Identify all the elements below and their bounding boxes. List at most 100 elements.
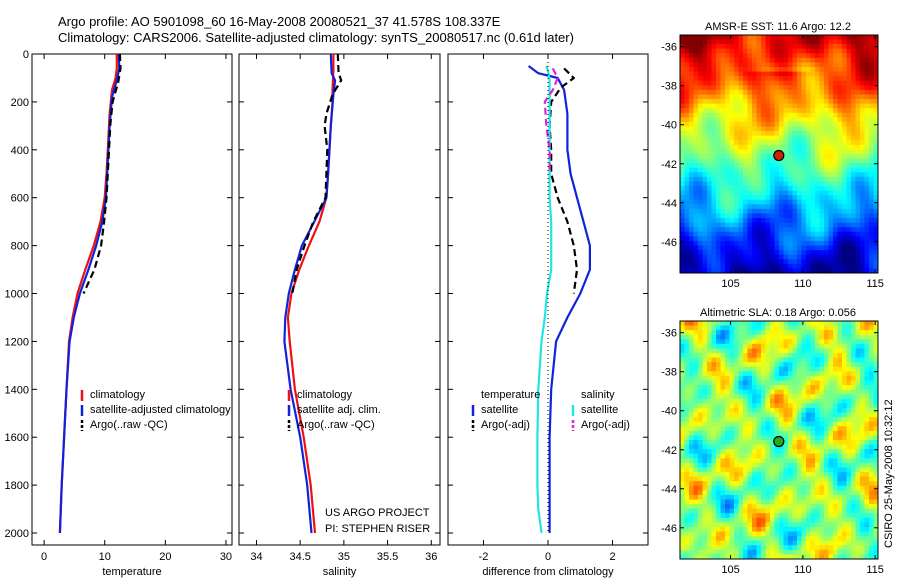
sla-map-cell xyxy=(806,426,811,432)
sst-map-cell xyxy=(693,218,699,224)
sla-map-cell xyxy=(864,430,870,436)
sla-map-cell xyxy=(716,417,721,423)
sst-map-cell xyxy=(761,208,766,214)
difference-legend-label: Argo(-adj) xyxy=(581,419,630,431)
sla-map-cell xyxy=(761,375,766,381)
sst-map-cell xyxy=(747,57,753,63)
sst-map-cell xyxy=(774,231,780,237)
sla-map-cell xyxy=(702,522,708,528)
sla-map-cell xyxy=(819,517,825,523)
sla-map-cell xyxy=(725,421,730,427)
sla-map-cell xyxy=(819,389,825,395)
sla-map-cell xyxy=(779,481,784,487)
sla-map-cell xyxy=(774,513,780,519)
sla-map-cell xyxy=(725,343,730,349)
sst-map-cell xyxy=(864,167,870,173)
sla-map-cell xyxy=(702,348,708,354)
sst-map-cell xyxy=(684,186,690,192)
sla-map-cell xyxy=(810,417,816,423)
sla-map-cell xyxy=(855,403,861,409)
sla-map-cell xyxy=(824,536,829,542)
sst-map-cell xyxy=(792,94,798,100)
sla-map-cell xyxy=(846,449,852,455)
sla-map-cell xyxy=(765,366,771,372)
sst-map-cell xyxy=(779,227,784,233)
sst-map-cell xyxy=(729,154,735,159)
sst-map-cell xyxy=(738,121,744,127)
sst-map-cell xyxy=(806,163,811,169)
sst-map-cell xyxy=(756,39,762,45)
sla-map-cell xyxy=(752,522,757,528)
sst-map-cell xyxy=(684,71,690,77)
sst-map-cell xyxy=(684,190,690,196)
sst-map-cell xyxy=(752,67,757,73)
sla-map-cell xyxy=(707,380,712,386)
sst-map-cell xyxy=(788,144,793,150)
sst-map-cell xyxy=(680,57,685,63)
sst-map-cell xyxy=(774,121,780,127)
sst-map-cell xyxy=(824,208,829,214)
sst-map-cell xyxy=(698,236,703,242)
sla-map-cell xyxy=(806,321,811,326)
sst-map-cell xyxy=(684,39,690,45)
sla-map-cell xyxy=(860,449,865,455)
sla-map-cell xyxy=(702,444,708,450)
sst-map-cell xyxy=(837,218,843,224)
sla-map-cell xyxy=(756,458,762,464)
sst-map-cell xyxy=(815,89,820,95)
sla-map-cell xyxy=(846,417,852,423)
sla-map-cell xyxy=(743,444,748,450)
sla-map-cell xyxy=(810,321,816,326)
sla-map-cell xyxy=(707,403,712,409)
sla-map-cell xyxy=(738,321,744,326)
sla-map-cell xyxy=(729,522,735,528)
sst-map-cell xyxy=(779,131,784,137)
sla-map-cell xyxy=(734,398,739,404)
sst-map-cell xyxy=(756,149,762,155)
sst-map-cell xyxy=(788,186,793,192)
sst-map-cell xyxy=(828,108,834,114)
sst-map-cell xyxy=(801,218,807,224)
sst-map-cell xyxy=(711,48,717,54)
sst-map-cell xyxy=(869,213,874,219)
sla-map-cell xyxy=(806,380,811,386)
sst-map-cell xyxy=(806,181,811,187)
sla-map-cell xyxy=(734,357,739,363)
sla-map-cell xyxy=(738,348,744,354)
sst-map-cell xyxy=(788,62,793,68)
sla-map-cell xyxy=(779,375,784,381)
sla-map-cell xyxy=(864,531,870,537)
sla-map-cell xyxy=(842,343,847,349)
sla-map-cell xyxy=(698,380,703,386)
sst-map-cell xyxy=(792,99,798,105)
sla-map-cell xyxy=(689,330,694,336)
sst-map-cell xyxy=(828,263,834,269)
sla-map-cell xyxy=(680,485,685,491)
sst-map-cell xyxy=(873,62,879,68)
sst-map-cell xyxy=(693,112,699,118)
sla-map-cell xyxy=(824,330,829,336)
sla-map-cell xyxy=(855,490,861,496)
sla-map-cell xyxy=(801,499,807,505)
sst-map-cell xyxy=(819,245,825,251)
sst-map-cell xyxy=(797,99,802,105)
sst-map-cell xyxy=(851,140,856,146)
sla-map-cell xyxy=(846,330,852,336)
sst-map-cell xyxy=(788,208,793,214)
sla-map-cell xyxy=(707,330,712,336)
sla-map-cell xyxy=(815,421,820,427)
salinity-legend-label: satellite adj. clim. xyxy=(297,404,381,416)
sla-map-cell xyxy=(720,348,726,354)
sla-map-cell xyxy=(711,321,717,326)
sst-map-cell xyxy=(873,199,879,205)
sst-map-cell xyxy=(797,62,802,68)
sla-map-cell xyxy=(810,531,816,537)
sst-map-cell xyxy=(846,181,852,187)
sla-map-cell xyxy=(734,526,739,532)
sla-map-cell xyxy=(738,362,744,368)
temperature-panel: 0 10 20 30020040060080010001200140016001800… xyxy=(5,49,233,578)
sst-map-cell xyxy=(788,140,793,146)
sla-map-cell xyxy=(828,412,834,418)
salinity-xtick-label: 34 xyxy=(250,551,262,563)
sla-map-cell xyxy=(819,334,825,340)
